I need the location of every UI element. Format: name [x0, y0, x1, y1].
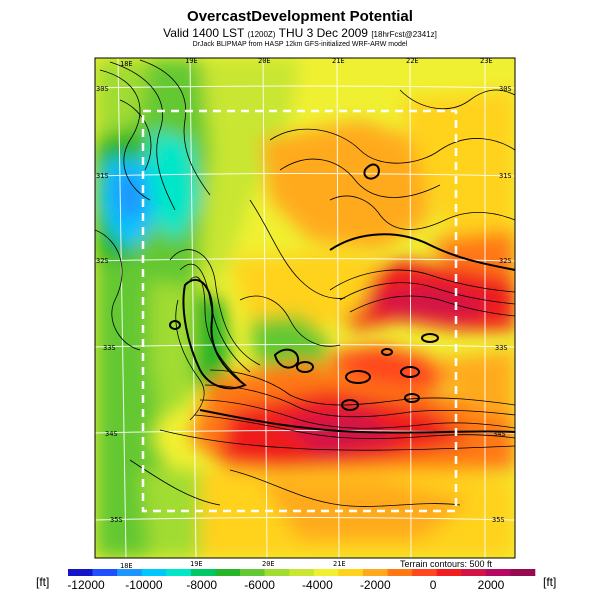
lon-label: 19E [190, 560, 203, 568]
colorbar-swatch [461, 569, 487, 576]
colorbar-swatch [117, 569, 143, 576]
colorbar-unit-right: [ft] [543, 575, 556, 589]
overcast-contours [169, 163, 515, 434]
colorbar-swatch [338, 569, 364, 576]
lat-label: 34S [493, 430, 506, 438]
valid-date: THU 3 Dec 2009 [278, 26, 368, 40]
colorbar-tick-label: -4000 [302, 578, 333, 592]
colorbar-swatch [485, 569, 511, 576]
colorbar-swatch [289, 569, 315, 576]
lon-label: 18E [120, 60, 133, 68]
colorbar-swatch [264, 569, 290, 576]
lon-label: 22E [406, 57, 419, 65]
forecast-info: [18hrFcst@2341z] [371, 30, 437, 39]
colorbar-swatch [92, 569, 118, 576]
lon-label: 18E [120, 562, 133, 570]
lat-label: 35S [110, 516, 123, 524]
map-title: OvercastDevelopment Potential [187, 8, 413, 25]
colorbar-swatch [313, 569, 339, 576]
lat-label: 30S [96, 85, 109, 93]
lon-label: 21E [332, 57, 345, 65]
lat-label: 32S [499, 257, 512, 265]
colorbar-swatch [166, 569, 192, 576]
colorbar-swatch [68, 569, 93, 576]
colorbar-swatch [141, 569, 167, 576]
colorbar-swatch [510, 569, 536, 576]
colorbar-tick-label: -10000 [125, 578, 163, 592]
overcast-field [95, 58, 515, 558]
colorbar [68, 569, 536, 576]
colorbar-tick-label: 2000 [478, 578, 505, 592]
colorbar-unit-left: [ft] [36, 575, 49, 589]
lat-label: 33S [495, 344, 508, 352]
lon-label: 19E [185, 57, 198, 65]
model-credit: DrJack BLIPMAP from HASP 12km GFS-initia… [192, 41, 408, 48]
utc-time: (1200Z) [247, 30, 276, 39]
map-frame [94, 57, 516, 559]
terrain-contours [95, 59, 515, 507]
terrain-contour-note: Terrain contours: 500 ft [400, 559, 493, 569]
map-subtitle: Valid 1400 LST (1200Z) THU 3 Dec 2009 [1… [0, 26, 600, 40]
colorbar-swatch [412, 569, 437, 576]
colorbar-tick-label: -8000 [186, 578, 217, 592]
lat-lon-grid [95, 58, 515, 558]
colorbar-swatch [190, 569, 216, 576]
lon-label: 21E [333, 560, 346, 568]
colorbar-swatch [362, 569, 388, 576]
lat-labels-left: 30S 31S 32S 33S 34S 35S [96, 85, 123, 524]
valid-time: Valid 1400 LST [163, 26, 245, 40]
colorbar-ticks: -12000 -10000 -8000 -6000 -4000 -2000 0 2000 [67, 578, 504, 592]
lat-label: 34S [105, 430, 118, 438]
colorbar-swatch [436, 569, 462, 576]
lat-labels-right: 30S 31S 32S 33S 34S 35S [492, 85, 512, 524]
colorbar-tick-label: -6000 [244, 578, 275, 592]
colorbar-tick-label: -12000 [67, 578, 105, 592]
colorbar-swatch [215, 569, 241, 576]
lat-label: 33S [103, 344, 116, 352]
colorbar-tick-label: 0 [430, 578, 437, 592]
lat-label: 31S [96, 172, 109, 180]
lat-label: 30S [499, 85, 512, 93]
lon-labels-top: 18E 19E 20E 21E 22E 23E [120, 57, 493, 68]
lon-label: 20E [262, 560, 275, 568]
lat-label: 31S [499, 172, 512, 180]
colorbar-tick-label: -2000 [360, 578, 391, 592]
inner-domain-box [141, 109, 458, 513]
lon-labels-bottom: 18E 19E 20E 21E [120, 560, 346, 570]
lat-label: 35S [492, 516, 505, 524]
lon-label: 20E [258, 57, 271, 65]
lon-label: 23E [480, 57, 493, 65]
lat-label: 32S [96, 257, 109, 265]
colorbar-swatch [240, 569, 265, 576]
colorbar-swatch [387, 569, 413, 576]
